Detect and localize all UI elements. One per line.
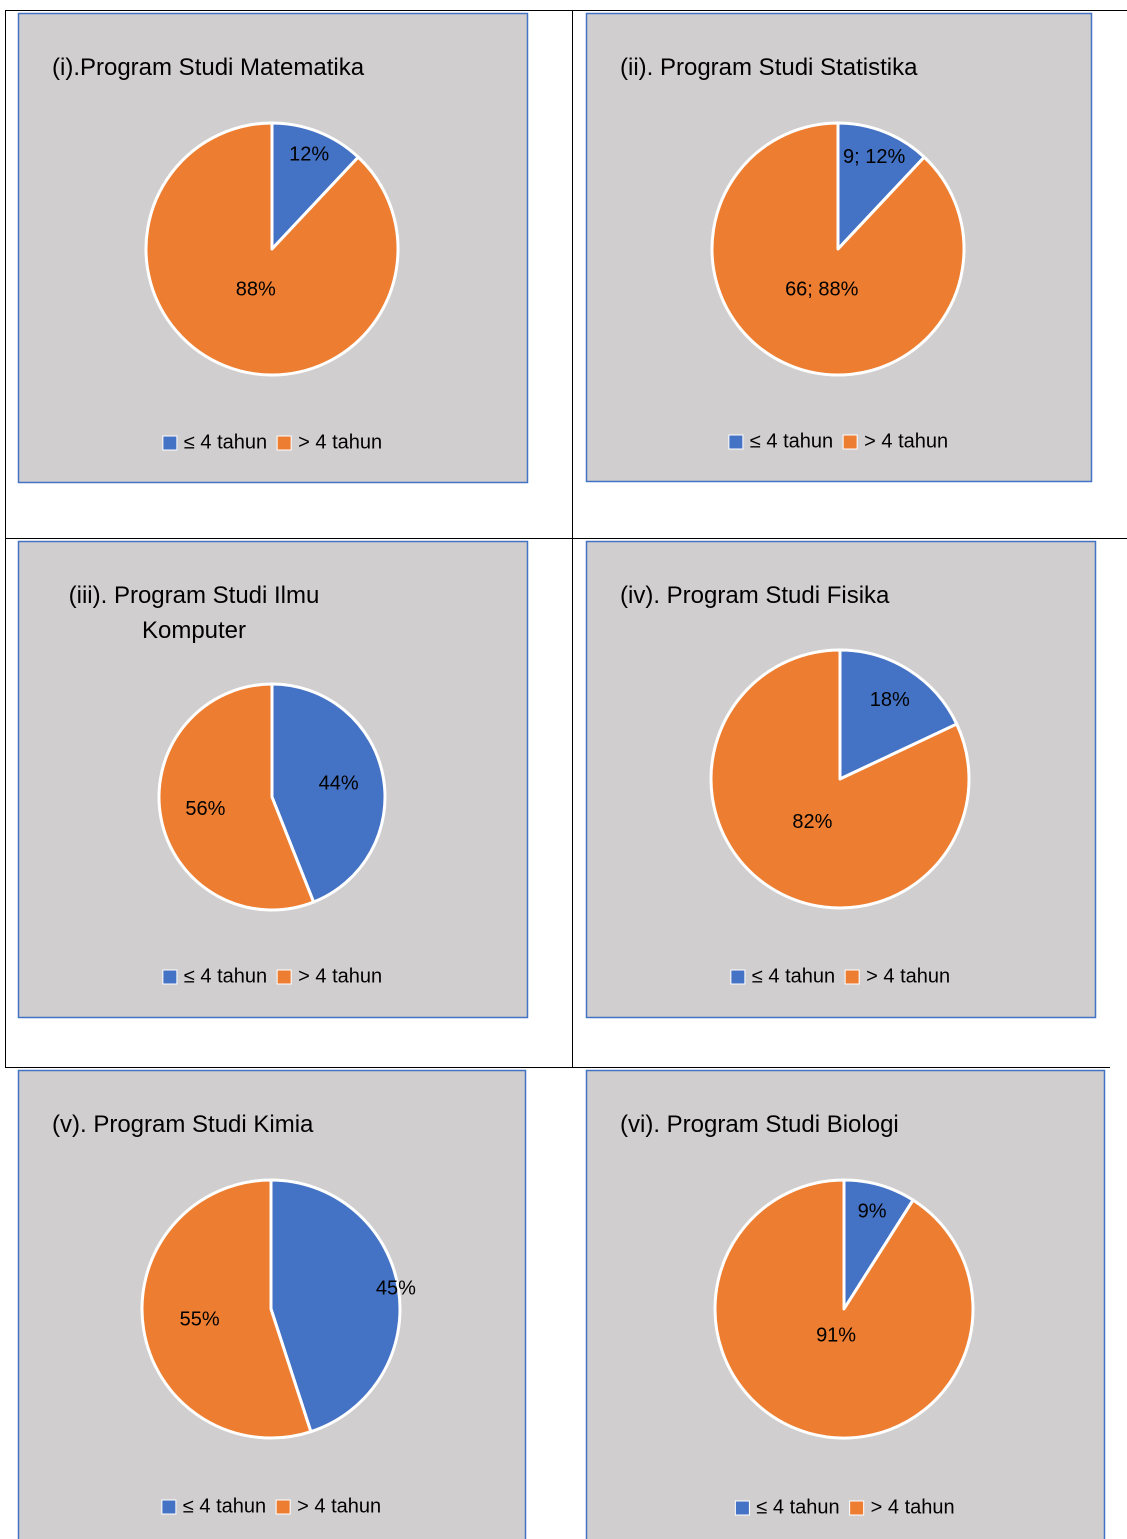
chart-panel: 9; 12% 66; 88% ≤ 4 tahun > 4 tahun [585, 12, 1093, 483]
chart-title: (iii). Program Studi Ilmu Komputer [68, 582, 320, 644]
legend-swatch [162, 435, 178, 451]
chart-title: (v). Program Studi Kimia [52, 1111, 314, 1138]
chart-title: (vi). Program Studi Biologi [620, 1111, 899, 1138]
legend-swatch [842, 434, 858, 450]
data-label: 12% [289, 144, 329, 166]
legend-swatch [849, 1500, 865, 1516]
chart-panel: 18% 82% ≤ 4 tahun > 4 tahun [585, 540, 1097, 1019]
chart-panel: 9% 91% ≤ 4 tahun > 4 tahun [585, 1069, 1106, 1539]
legend-swatch [730, 969, 746, 985]
legend: ≤ 4 tahun > 4 tahun [162, 431, 382, 453]
data-label: 66; 88% [785, 278, 859, 300]
legend-label: > 4 tahun [866, 965, 950, 987]
legend-swatch [728, 434, 744, 450]
legend-swatch [275, 1499, 291, 1515]
pie-slice [710, 121, 966, 377]
legend-swatch [276, 435, 292, 451]
legend: ≤ 4 tahun > 4 tahun [162, 965, 382, 987]
data-label: 88% [236, 278, 276, 300]
pie-slice [157, 682, 316, 912]
legend: ≤ 4 tahun > 4 tahun [728, 430, 948, 452]
legend-swatch [734, 1500, 750, 1516]
legend-label: > 4 tahun [871, 1496, 955, 1518]
legend: ≤ 4 tahun > 4 tahun [161, 1495, 381, 1517]
legend-label: > 4 tahun [864, 430, 948, 452]
pie-slice [144, 121, 400, 377]
data-label: 82% [792, 811, 832, 833]
data-label: 55% [180, 1309, 220, 1331]
legend-label: ≤ 4 tahun [752, 965, 835, 987]
legend-label: ≤ 4 tahun [756, 1496, 839, 1518]
data-label: 44% [319, 773, 359, 795]
pie-slice [140, 1178, 313, 1440]
chart-title: (i).Program Studi Matematika [52, 54, 365, 81]
legend-label: > 4 tahun [298, 431, 382, 453]
legend-label: ≤ 4 tahun [184, 431, 267, 453]
legend-label: ≤ 4 tahun [184, 965, 267, 987]
pie-slice [709, 648, 971, 910]
data-label: 56% [185, 798, 225, 820]
pie-slice [270, 682, 387, 904]
chart-panel: 12% 88% ≤ 4 tahun > 4 tahun [17, 12, 529, 484]
chart-title: (iv). Program Studi Fisika [620, 582, 890, 609]
chart-title: (ii). Program Studi Statistika [620, 54, 918, 81]
pie-slice [270, 121, 360, 251]
data-label: 91% [816, 1325, 856, 1347]
legend-swatch [276, 969, 292, 985]
legend-label: ≤ 4 tahun [183, 1495, 266, 1517]
legend-swatch [161, 1499, 177, 1515]
chart-panel: 44% 56% ≤ 4 tahun > 4 tahun [17, 540, 529, 1019]
chart-panel: 45% 55% ≤ 4 tahun > 4 tahun [17, 1069, 527, 1539]
pie-slice [836, 121, 926, 251]
data-label: 9; 12% [843, 146, 905, 168]
legend-label: > 4 tahun [297, 1495, 381, 1517]
legend-swatch [844, 969, 860, 985]
table-lines [5, 10, 1127, 1068]
pie-slice [713, 1178, 975, 1440]
pie-slice [269, 1178, 402, 1434]
data-label: 45% [376, 1278, 416, 1300]
legend-label: > 4 tahun [298, 965, 382, 987]
data-label: 9% [858, 1201, 887, 1223]
data-label: 18% [870, 689, 910, 711]
legend: ≤ 4 tahun > 4 tahun [734, 1496, 955, 1518]
legend-label: ≤ 4 tahun [750, 430, 833, 452]
legend: ≤ 4 tahun > 4 tahun [730, 965, 950, 987]
pie-slice [838, 648, 959, 781]
legend-swatch [162, 969, 178, 985]
